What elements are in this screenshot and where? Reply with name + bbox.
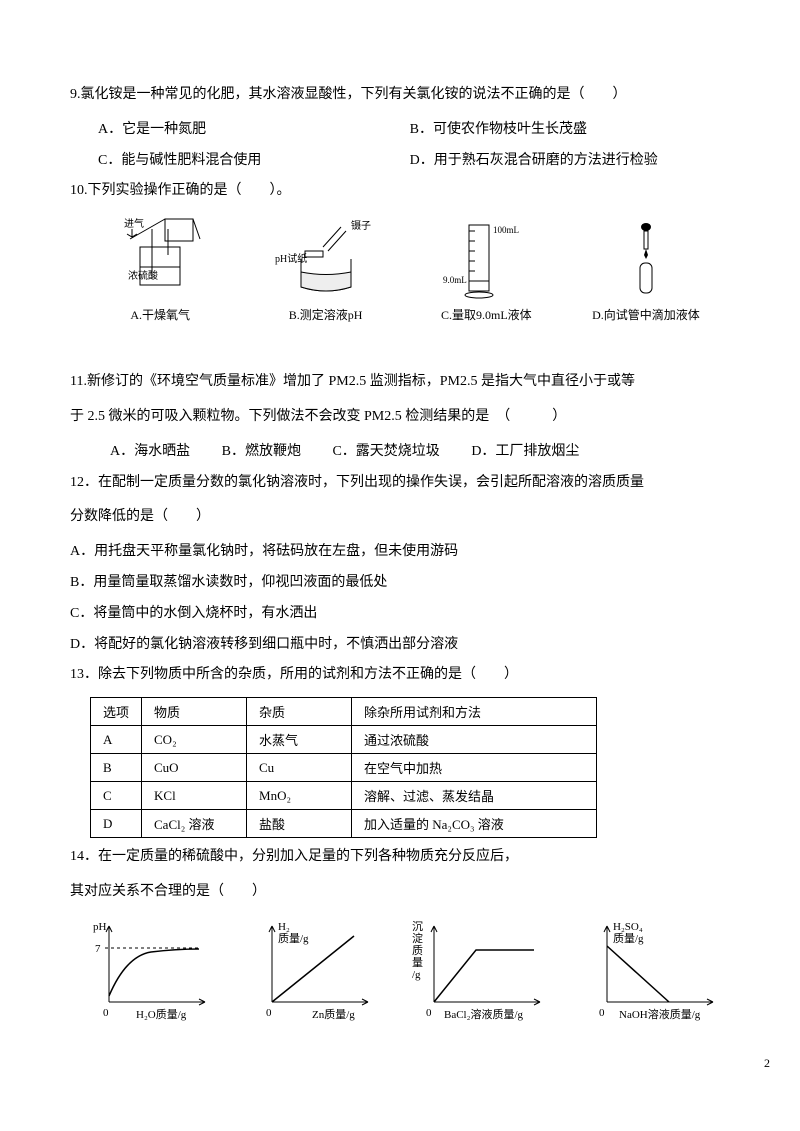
q14-chart-C: 沉 淀 质 量 /g 0 BaCl₂溶液质量/g	[406, 916, 556, 1026]
q10C-read: 9.0mL	[443, 275, 467, 285]
svg-text:0: 0	[599, 1007, 605, 1019]
page-number: 2	[0, 1056, 800, 1071]
svg-text:质量/g: 质量/g	[278, 932, 309, 945]
q9-option-D: D．用于熟石灰混合研磨的方法进行检验	[410, 146, 718, 177]
q12-option-B: B．用量筒量取蒸馏水读数时，仰视凹液面的最低处	[70, 568, 740, 599]
q9-option-A: A．它是一种氮肥	[98, 115, 406, 146]
table-row: B CuO Cu 在空气中加热	[91, 754, 597, 782]
svg-text:0: 0	[266, 1007, 272, 1019]
q10C-max: 100mL	[493, 225, 519, 235]
svg-text:7: 7	[95, 943, 101, 955]
q12-stem2: 分数降低的是（ ）	[70, 502, 740, 533]
th-0: 选项	[91, 698, 142, 726]
q12-option-D: D．将配好的氯化钠溶液转移到细口瓶中时，不慎洒出部分溶液	[70, 630, 740, 661]
q9-options: A．它是一种氮肥 B．可使农作物枝叶生长茂盛 C．能与碱性肥料混合使用 D．用于…	[70, 115, 740, 177]
svg-text:pH: pH	[93, 921, 107, 933]
q13-stem: 13．除去下列物质中所含的杂质，所用的试剂和方法不正确的是（ ）	[70, 660, 740, 691]
q10-fig-A: 进气 浓硫酸 A.干燥氧气	[110, 217, 210, 323]
svg-text:H₂O质量/g: H₂O质量/g	[136, 1008, 187, 1021]
svg-text:0: 0	[103, 1007, 109, 1019]
q9-option-C: C．能与碱性肥料混合使用	[98, 146, 406, 177]
th-2: 杂质	[247, 698, 352, 726]
q10D-caption: D.向试管中滴加液体	[592, 306, 700, 323]
svg-text:H₂SO₄: H₂SO₄	[613, 921, 643, 933]
q10-stem: 10.下列实验操作正确的是（ ）。	[70, 176, 740, 207]
q14-charts: pH 7 0 H₂O质量/g H₂ 质量/g 0 Zn质量/g 沉 淀	[70, 916, 740, 1026]
q14-stem2: 其对应关系不合理的是（ ）	[70, 877, 740, 908]
q10B-tool: 镊子	[351, 220, 371, 232]
q11-options: A．海水晒盐 B．燃放鞭炮 C．露天焚烧垃圾 D．工厂排放烟尘	[70, 437, 740, 468]
q11-stem2: 于 2.5 微米的可吸入颗粒物。下列做法不会改变 PM2.5 检测结果的是 （ …	[70, 402, 740, 433]
th-1: 物质	[142, 698, 247, 726]
q10-fig-D: D.向试管中滴加液体	[592, 217, 700, 323]
q10C-caption: C.量取9.0mL液体	[441, 306, 532, 323]
q12-stem1: 12．在配制一定质量分数的氯化钠溶液时，下列出现的操作失误，会引起所配溶液的溶质…	[70, 468, 740, 499]
svg-text:0: 0	[426, 1007, 432, 1019]
q12-option-C: C．将量筒中的水倒入烧杯时，有水洒出	[70, 599, 740, 630]
q11-option-C: C．露天焚烧垃圾	[332, 437, 439, 468]
q10A-mid-label: 浓硫酸	[128, 269, 158, 282]
q10-fig-C: 100mL 9.0mL C.量取9.0mL液体	[441, 217, 532, 323]
q11-option-A: A．海水晒盐	[110, 437, 190, 468]
q14-chart-A: pH 7 0 H₂O质量/g	[81, 916, 221, 1026]
q10-figures: 进气 浓硫酸 A.干燥氧气 镊子 pH试纸	[70, 217, 740, 323]
svg-text:H₂: H₂	[278, 921, 290, 933]
svg-text:/g: /g	[412, 969, 421, 981]
q14-stem1: 14．在一定质量的稀硫酸中，分别加入足量的下列各种物质充分反应后，	[70, 842, 740, 873]
q12-option-A: A．用托盘天平称量氯化钠时，将砝码放在左盘，但未使用游码	[70, 537, 740, 568]
svg-text:质: 质	[412, 944, 423, 957]
svg-text:沉: 沉	[412, 920, 423, 933]
q11-option-D: D．工厂排放烟尘	[471, 437, 579, 468]
svg-text:Zn质量/g: Zn质量/g	[312, 1008, 355, 1021]
q10-fig-B: 镊子 pH试纸 B.测定溶液pH	[271, 217, 381, 323]
svg-text:淀: 淀	[412, 931, 423, 945]
q14-chart-D: H₂SO₄ 质量/g 0 NaOH溶液质量/g	[579, 916, 729, 1026]
table-row: C KCl MnO₂ 溶解、过滤、蒸发结晶	[91, 782, 597, 810]
q10B-caption: B.测定溶液pH	[271, 306, 381, 323]
svg-text:NaOH溶液质量/g: NaOH溶液质量/g	[619, 1007, 701, 1021]
q10A-caption: A.干燥氧气	[110, 306, 210, 323]
svg-text:质量/g: 质量/g	[613, 932, 644, 945]
q9-option-B: B．可使农作物枝叶生长茂盛	[410, 115, 718, 146]
table-header-row: 选项 物质 杂质 除杂所用试剂和方法	[91, 698, 597, 726]
th-3: 除杂所用试剂和方法	[352, 698, 597, 726]
q10B-label: pH试纸	[275, 252, 307, 265]
svg-text:BaCl₂溶液质量/g: BaCl₂溶液质量/g	[444, 1007, 524, 1021]
svg-text:量: 量	[412, 956, 423, 969]
q13-table: 选项 物质 杂质 除杂所用试剂和方法 A CO₂ 水蒸气 通过浓硫酸 B CuO…	[90, 697, 597, 838]
q14-chart-B: H₂ 质量/g 0 Zn质量/g	[244, 916, 384, 1026]
q11-option-B: B．燃放鞭炮	[222, 437, 301, 468]
q10A-top-label: 进气	[124, 217, 144, 230]
q9-stem: 9.氯化铵是一种常见的化肥，其水溶液显酸性，下列有关氯化铵的说法不正确的是（ ）	[70, 80, 740, 111]
table-row: A CO₂ 水蒸气 通过浓硫酸	[91, 726, 597, 754]
q11-stem1: 11.新修订的《环境空气质量标准》增加了 PM2.5 监测指标，PM2.5 是指…	[70, 367, 740, 398]
table-row: D CaCl₂ 溶液 盐酸 加入适量的 Na₂CO₃ 溶液	[91, 810, 597, 838]
